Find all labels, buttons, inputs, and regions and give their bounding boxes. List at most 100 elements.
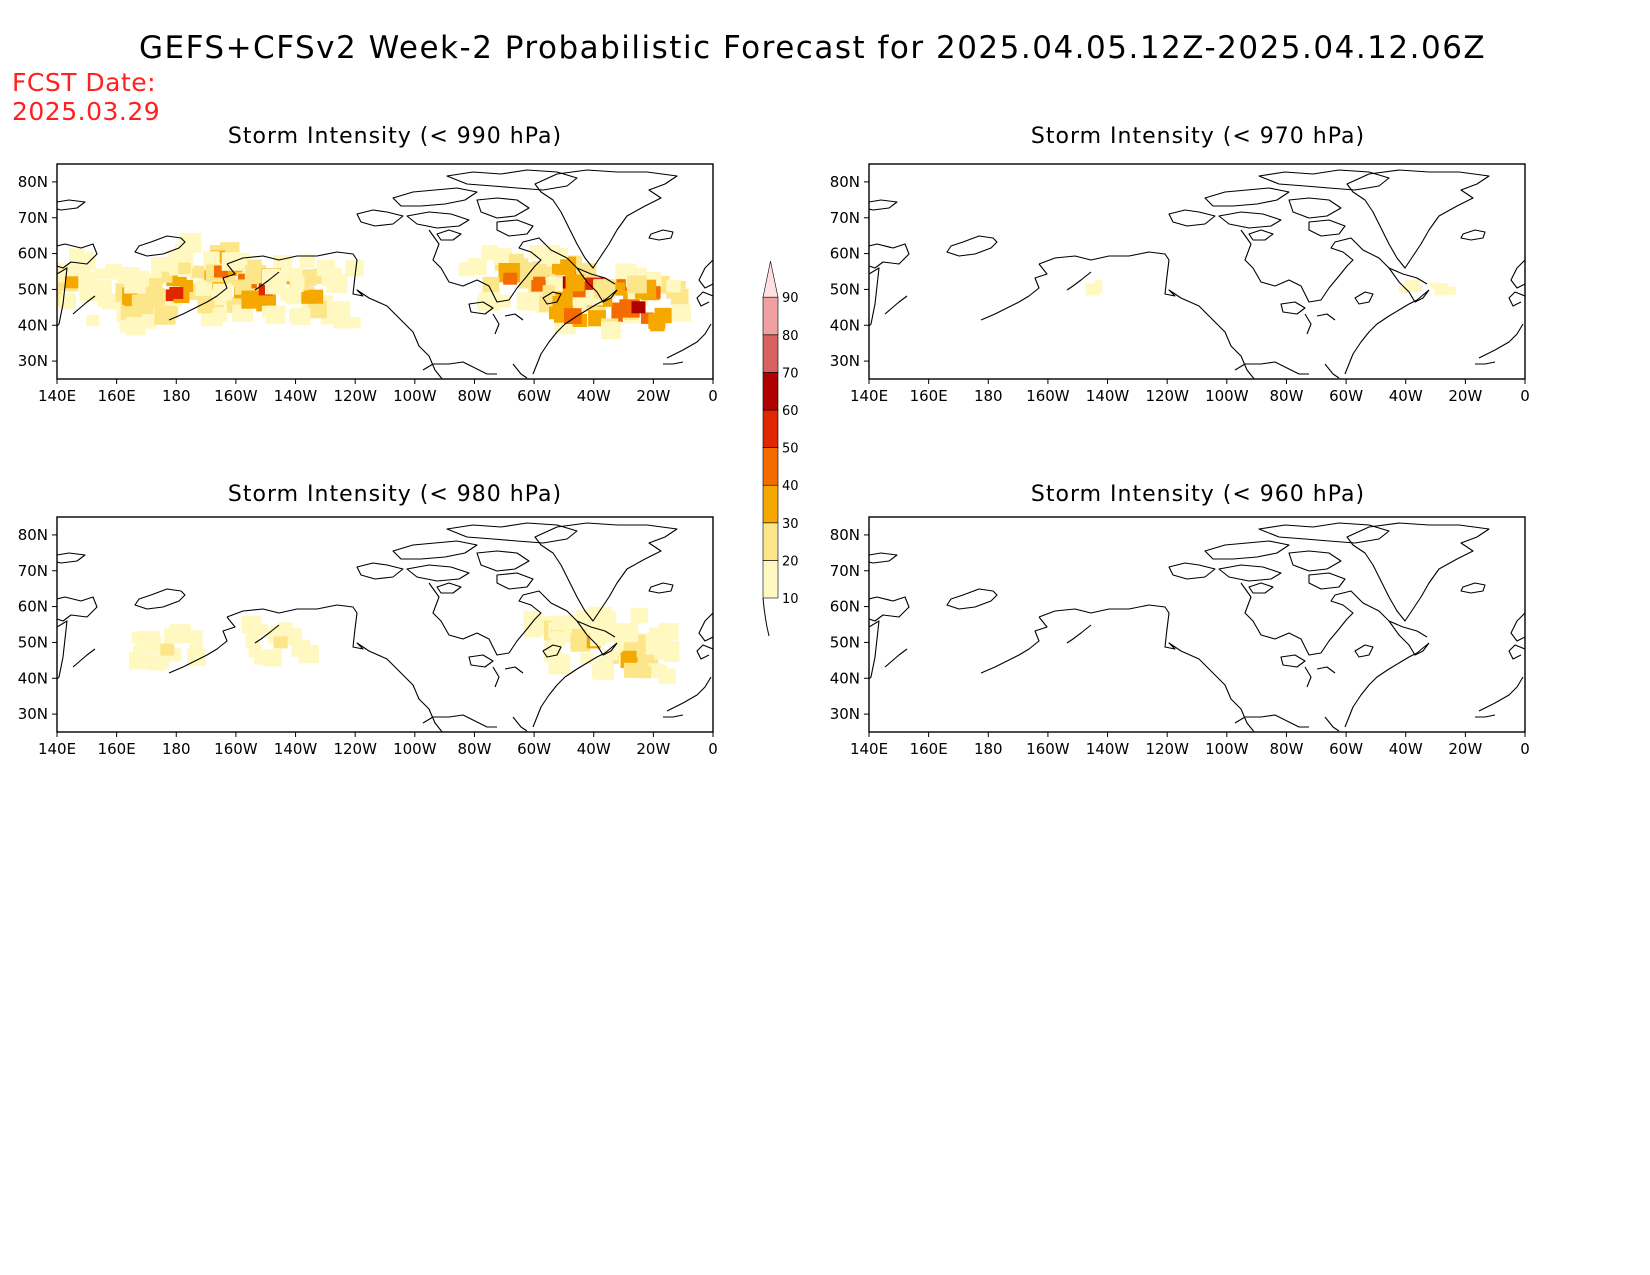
forecast-date-label: FCST Date: (12, 68, 157, 97)
lat-tick-label: 30N (18, 705, 48, 723)
lon-tick-label: 100W (1205, 387, 1249, 405)
lon-tick-label: 0 (708, 387, 718, 405)
probability-cell (138, 630, 160, 651)
lon-tick-label: 120W (333, 387, 377, 405)
colorbar-segment (762, 522, 779, 561)
lon-tick-label: 180 (162, 387, 191, 405)
lat-tick-label: 60N (18, 245, 48, 263)
lat-tick-label: 50N (18, 633, 48, 651)
probability-cell (654, 307, 672, 324)
probability-cell (161, 271, 174, 283)
probability-cell (291, 639, 310, 657)
probability-cell (637, 666, 652, 679)
probability-cell (605, 649, 618, 661)
probability-cell (467, 257, 487, 276)
probability-cell (255, 624, 268, 636)
probability-core (503, 272, 518, 285)
lon-tick-label: 20W (636, 740, 670, 758)
lon-tick-label: 80W (1269, 387, 1303, 405)
probability-cell (244, 265, 266, 285)
probability-cell (596, 663, 614, 681)
probability-cell (86, 314, 99, 327)
colorbar-top-arrow (762, 261, 779, 298)
probability-cell (543, 645, 563, 662)
map-panel-990: 140E 160E 180 160W 140W 120W 100W 80W 60W 40W 20W 0… (18, 163, 718, 405)
probability-cell (198, 293, 212, 305)
colorbar-label: 80 (782, 329, 799, 344)
probability-cell (564, 308, 582, 324)
lat-tick-label: 50N (830, 633, 860, 651)
lon-tick-label: 60W (1329, 387, 1363, 405)
probability-cell (240, 310, 253, 322)
lon-tick-label: 40W (577, 387, 611, 405)
colorbar-label: 60 (782, 404, 799, 419)
probability-cell (69, 248, 85, 263)
lat-tick-label: 80N (18, 526, 48, 544)
lon-tick-label: 40W (1389, 387, 1423, 405)
probability-cell (265, 305, 286, 324)
probability-cell (57, 286, 62, 306)
probability-cell (291, 307, 311, 325)
probability-cell (316, 260, 336, 277)
probability-core (273, 636, 288, 649)
probability-cell (307, 300, 327, 319)
probability-field (1085, 278, 1456, 296)
colorbar-label: 40 (782, 479, 799, 494)
probability-cell (262, 649, 282, 667)
main-title: GEFS+CFSv2 Week-2 Probabilistic Forecast… (139, 30, 1487, 66)
probability-cell (241, 615, 262, 634)
lon-tick-label: 160W (1026, 740, 1070, 758)
lat-tick-label: 30N (18, 352, 48, 370)
map-frame (56, 516, 714, 733)
probability-core (160, 643, 175, 656)
lon-tick-label: 0 (1520, 387, 1530, 405)
probability-cell (345, 260, 364, 277)
lon-tick-label: 160W (214, 740, 258, 758)
lon-tick-label: 60W (1329, 740, 1363, 758)
lat-tick-label: 50N (18, 280, 48, 298)
map-panel-980: 140E 160E 180 160W 140W 120W 100W 80W 60W 40W 20W 0… (18, 516, 718, 758)
panel-title-960: Storm Intensity (< 960 hPa) (1030, 482, 1366, 507)
probability-cell (44, 261, 57, 273)
lon-tick-label: 140E (38, 387, 76, 405)
probability-cell (212, 308, 228, 322)
probability-cell (57, 299, 59, 314)
probability-cell (222, 273, 236, 286)
probability-core (1404, 279, 1419, 292)
lat-tick-label: 80N (830, 526, 860, 544)
colorbar-label: 50 (782, 442, 799, 457)
probability-core (64, 276, 79, 289)
lat-tick-label: 60N (18, 598, 48, 616)
probability-cell (169, 624, 191, 643)
lon-tick-label: 100W (393, 740, 437, 758)
probability-cell (523, 620, 543, 638)
colorbar: 10 20 30 40 50 60 70 80 90 (762, 261, 799, 637)
lon-tick-label: 140E (850, 387, 888, 405)
lon-tick-label: 160E (910, 387, 948, 405)
lon-tick-label: 60W (517, 740, 551, 758)
probability-core (303, 290, 318, 303)
probability-cell (1430, 282, 1438, 289)
lat-tick-label: 60N (830, 245, 860, 263)
lon-tick-label: 140E (850, 740, 888, 758)
lon-tick-label: 180 (974, 387, 1003, 405)
lon-tick-label: 140E (38, 740, 76, 758)
colorbar-label: 90 (782, 291, 799, 306)
probability-cell (34, 302, 48, 315)
probability-cell (1446, 286, 1456, 295)
map-frame (868, 516, 1526, 733)
probability-cell (524, 262, 538, 275)
probability-cell (190, 265, 205, 279)
probability-cell (299, 254, 315, 268)
probability-cell (550, 631, 567, 646)
lon-tick-label: 140W (1086, 387, 1130, 405)
probability-cell (580, 633, 593, 645)
probability-cell (623, 662, 642, 678)
probability-cell (482, 276, 500, 292)
probability-cell (580, 652, 593, 664)
probability-cell (481, 245, 499, 261)
probability-cell (245, 634, 260, 648)
coastline (869, 522, 1525, 732)
probability-cell (188, 630, 203, 643)
lon-tick-label: 0 (708, 740, 718, 758)
